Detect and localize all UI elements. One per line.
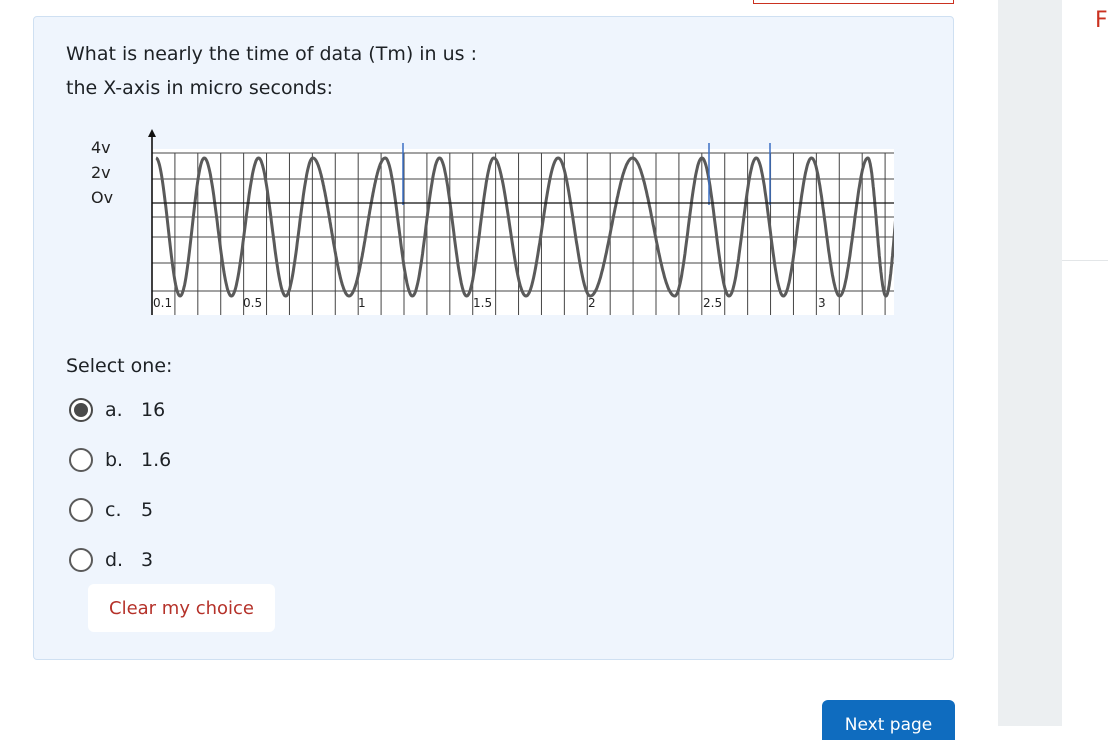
x-tick-label-1: 1 (358, 296, 366, 310)
y-tick-label-2v: 2v (91, 163, 111, 182)
x-tick-label-2: 2 (588, 296, 596, 310)
radio-unchecked-icon[interactable] (69, 548, 93, 572)
radio-unchecked-icon[interactable] (69, 498, 93, 522)
right-edge-text: F (1095, 8, 1108, 33)
answer-option-c[interactable]: c. 5 (69, 495, 153, 525)
question-card: What is nearly the time of data (Tm) in … (33, 16, 954, 660)
answer-option-a[interactable]: a. 16 (69, 395, 165, 425)
x-tick-label-2-5: 2.5 (703, 296, 722, 310)
figure-axes (148, 129, 894, 315)
answer-value-b: 1.6 (141, 449, 172, 471)
select-one-label: Select one: (66, 355, 173, 377)
waveform-trace (154, 156, 894, 298)
x-tick-label-3: 3 (818, 296, 826, 310)
radio-unchecked-icon[interactable] (69, 448, 93, 472)
waveform-figure: 4v 2v Ov us 0.1 0.5 1 1.5 2 2.5 3 (91, 129, 894, 315)
answer-letter-d: d. (105, 549, 124, 571)
right-side-panel (998, 0, 1062, 726)
answer-option-d[interactable]: d. 3 (69, 545, 153, 575)
answer-option-b[interactable]: b. 1.6 (69, 445, 171, 475)
radio-checked-icon[interactable] (69, 398, 93, 422)
y-axis-arrow-icon (148, 129, 156, 137)
answer-letter-b: b. (105, 449, 124, 471)
question-text-line2: the X-axis in micro seconds: (66, 77, 333, 99)
y-tick-label-4v: 4v (91, 138, 111, 157)
answer-value-d: 3 (141, 549, 154, 571)
x-tick-label-0-1: 0.1 (153, 296, 172, 310)
next-page-button[interactable]: Next page (822, 700, 955, 740)
y-tick-label-0v: Ov (91, 188, 113, 207)
x-tick-label-1-5: 1.5 (473, 296, 492, 310)
x-tick-label-0-5: 0.5 (243, 296, 262, 310)
clear-choice-button[interactable]: Clear my choice (88, 584, 275, 632)
answer-letter-c: c. (105, 499, 122, 521)
answer-letter-a: a. (105, 399, 123, 421)
answer-value-a: 16 (141, 399, 166, 421)
answer-value-c: 5 (141, 499, 154, 521)
figure-waveform (154, 143, 894, 298)
question-text-line1: What is nearly the time of data (Tm) in … (66, 43, 478, 65)
top-tab-outline (753, 0, 954, 4)
right-divider (1062, 260, 1108, 261)
